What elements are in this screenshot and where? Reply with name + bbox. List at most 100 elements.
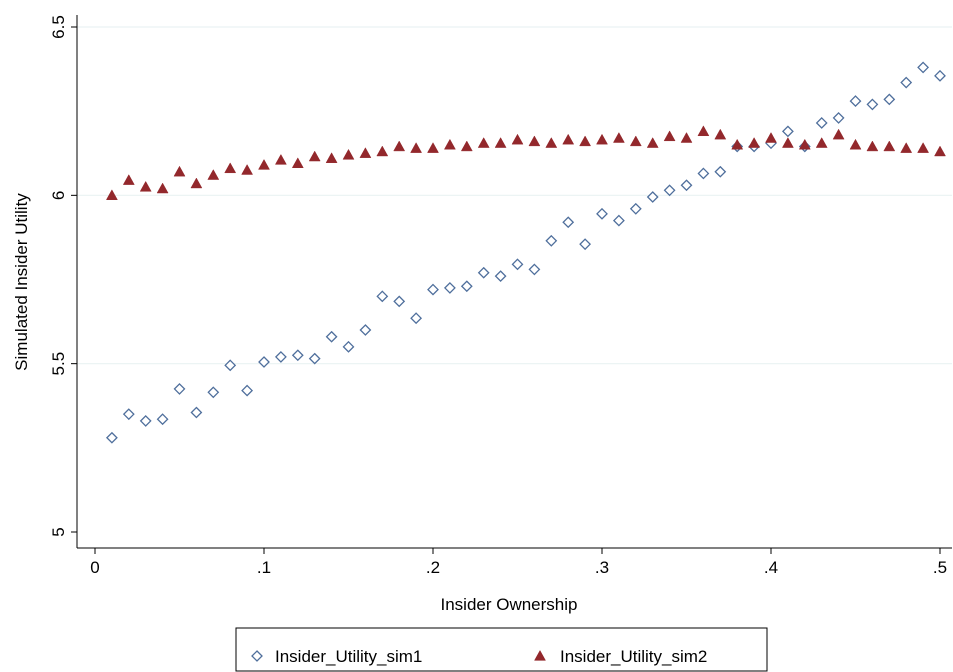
x-tick-label: .4	[764, 558, 778, 577]
data-point-sim1	[832, 111, 845, 124]
x-tick-label: .1	[257, 558, 271, 577]
data-point-sim1	[883, 93, 896, 106]
y-axis-title: Simulated Insider Utility	[12, 193, 31, 371]
data-point-sim2	[393, 140, 406, 152]
data-point-sim1	[460, 280, 473, 293]
data-point-sim2	[241, 164, 254, 175]
data-point-sim2	[139, 180, 152, 192]
data-point-sim1	[139, 414, 152, 427]
data-point-sim2	[646, 137, 659, 148]
data-point-sim2	[917, 142, 930, 153]
data-point-sim1	[443, 281, 456, 294]
y-tick-label: 5.5	[49, 352, 68, 376]
data-point-sim1	[122, 408, 135, 421]
legend-box	[235, 627, 768, 672]
data-point-sim2	[900, 142, 913, 153]
data-point-sim2	[748, 137, 761, 148]
data-point-sim1	[274, 351, 287, 363]
data-point-sim2	[545, 137, 558, 148]
data-point-sim1	[241, 384, 254, 397]
data-point-sim1	[579, 238, 592, 251]
data-point-sim2	[156, 182, 169, 194]
y-tick-label: 5	[49, 527, 68, 536]
data-point-sim1	[596, 207, 608, 220]
data-point-sim1	[410, 312, 423, 325]
data-point-sim1	[849, 95, 862, 107]
data-point-sim2	[122, 174, 135, 185]
data-point-sim2	[224, 162, 237, 174]
legend-label: Insider_Utility_sim2	[560, 647, 707, 666]
data-point-sim2	[579, 135, 592, 147]
data-point-sim2	[731, 138, 744, 150]
y-tick-label: 6	[49, 191, 68, 200]
data-point-sim1	[393, 295, 406, 308]
data-point-sim2	[612, 132, 625, 143]
x-tick-label: .2	[426, 558, 440, 577]
data-point-sim2	[342, 148, 355, 160]
legend-marker-sim2	[534, 649, 546, 661]
data-point-sim2	[815, 137, 828, 148]
data-point-sim2	[258, 159, 270, 170]
data-point-sim1	[545, 234, 558, 247]
data-point-sim1	[866, 98, 879, 111]
x-tick-label: .3	[595, 558, 609, 577]
data-point-sim1	[612, 214, 625, 227]
data-point-sim1	[646, 191, 659, 203]
x-axis-title: Insider Ownership	[440, 595, 577, 614]
data-point-sim1	[511, 258, 524, 271]
axes	[76, 15, 952, 549]
data-point-sim2	[274, 153, 287, 165]
data-point-sim2	[359, 147, 372, 158]
data-point-sim1	[258, 356, 270, 368]
y-tick-label: 6.5	[49, 15, 68, 39]
data-point-sim2	[173, 165, 186, 177]
x-tick-label: 0	[90, 558, 99, 577]
data-point-sim1	[376, 290, 389, 303]
data-point-sim1	[105, 431, 118, 444]
data-point-sim1	[663, 184, 676, 197]
data-point-sim2	[934, 145, 946, 157]
data-point-sim1	[207, 386, 220, 399]
x-tick-label: .5	[933, 558, 947, 577]
data-point-sim2	[308, 150, 321, 162]
data-point-sim1	[190, 406, 203, 419]
data-point-sim1	[342, 340, 355, 353]
data-point-sim2	[663, 130, 676, 142]
legend-label: Insider_Utility_sim1	[275, 647, 422, 666]
data-point-sim2	[798, 138, 811, 150]
data-point-sim2	[680, 132, 693, 143]
legend: Insider_Utility_sim1 Insider_Utility_sim2	[235, 627, 768, 672]
data-point-sim1	[173, 382, 186, 395]
data-point-sim2	[427, 142, 439, 153]
data-point-sim2	[494, 137, 507, 148]
data-point-sim1	[714, 165, 727, 178]
data-point-sim1	[934, 69, 946, 82]
data-point-sim2	[849, 138, 862, 150]
data-point-sim1	[629, 202, 642, 215]
data-point-sim2	[781, 137, 794, 148]
data-point-sim1	[224, 359, 237, 372]
data-point-sim2	[528, 135, 541, 147]
series-1	[105, 61, 946, 444]
data-point-sim2	[105, 189, 118, 200]
data-point-sim2	[325, 152, 338, 163]
data-point-sim1	[697, 167, 710, 180]
data-point-sim1	[900, 76, 913, 89]
data-point-sim1	[359, 324, 372, 336]
data-point-sim1	[427, 283, 439, 296]
data-point-sim2	[866, 140, 879, 152]
data-point-sim1	[781, 125, 794, 138]
data-point-sim2	[511, 133, 524, 145]
data-point-sim2	[714, 128, 727, 140]
data-point-sim1	[917, 61, 930, 74]
data-point-sim2	[376, 145, 389, 157]
data-point-sim2	[460, 140, 473, 152]
data-point-sim1	[680, 179, 693, 192]
data-point-sim1	[815, 117, 828, 129]
data-point-sim1	[156, 413, 169, 426]
data-point-sim2	[883, 140, 896, 152]
data-points	[105, 61, 946, 444]
data-point-sim2	[832, 128, 845, 140]
grid-lines	[77, 26, 952, 365]
